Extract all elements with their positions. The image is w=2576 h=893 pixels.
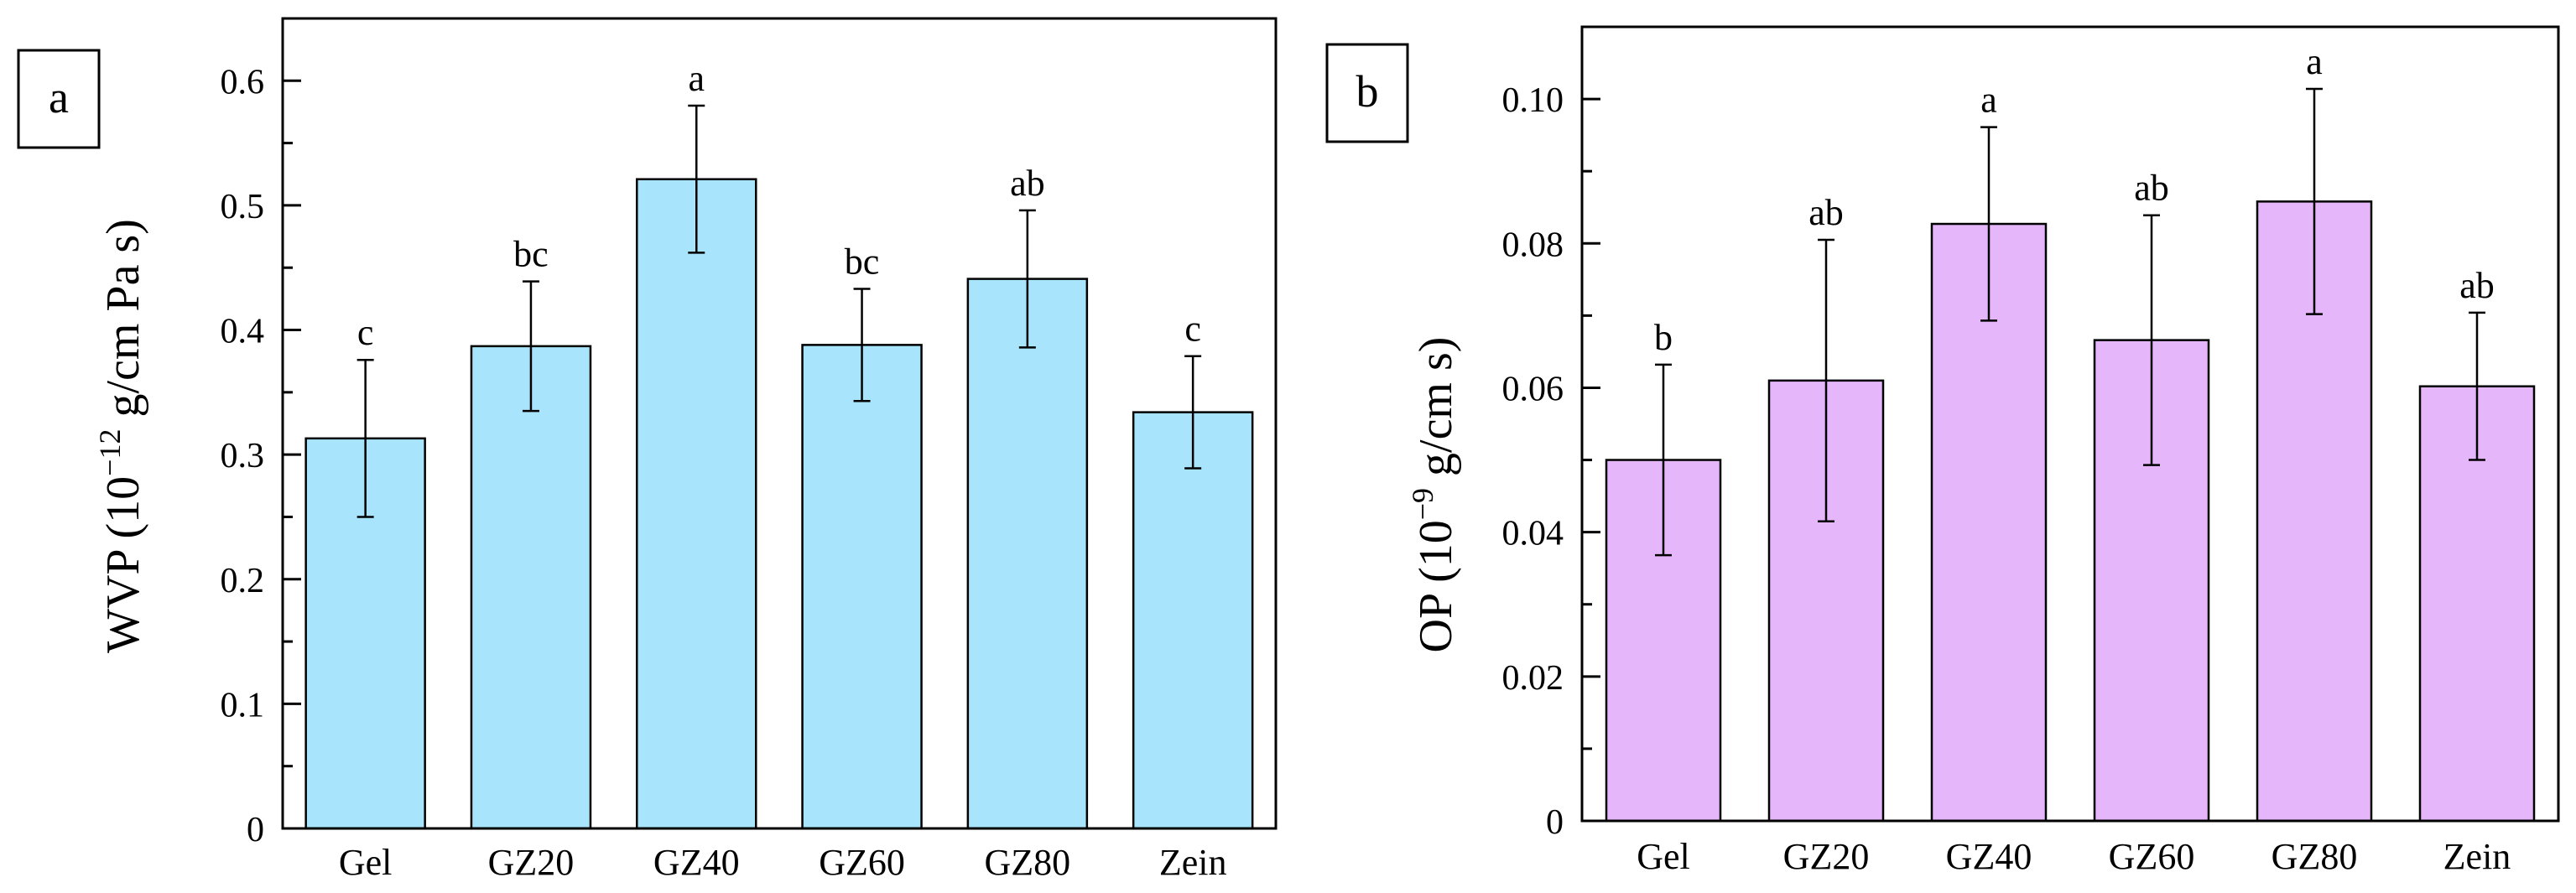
significance-letter: bc [845, 241, 880, 282]
significance-letter: a [2306, 41, 2323, 82]
x-tick-label: GZ60 [2109, 836, 2195, 877]
panel-a-y-ticks: 0 0.1 0.2 0.3 0.4 0.5 0.6 [221, 63, 301, 849]
panel-b-bars: b ab a ab a ab [1605, 41, 2536, 823]
y-tick-label: 0.04 [1502, 515, 1564, 553]
x-tick-label: Gel [1637, 836, 1690, 877]
y-tick-label: 0.6 [221, 63, 265, 101]
y-tick-label: 0.4 [221, 313, 265, 351]
panel-a-plot-frame [281, 17, 1278, 830]
significance-letter: ab [1010, 163, 1045, 204]
x-tick-label: GZ20 [1783, 836, 1870, 877]
significance-letter: ab [2134, 168, 2169, 209]
bar-gz80 [966, 278, 1089, 830]
panel-a-label-box [17, 49, 101, 149]
y-tick-label: 0.2 [221, 562, 265, 600]
y-tick-label: 0.1 [221, 686, 265, 724]
y-tick-label: 0.10 [1502, 81, 1564, 120]
y-tick-label: 0.3 [221, 437, 265, 475]
panel-a-x-tick-labels: Gel GZ20 GZ40 GZ60 GZ80 Zein [339, 842, 1227, 883]
bar-gz40 [636, 178, 757, 830]
bar-gz60 [801, 344, 923, 830]
x-tick-label: GZ80 [2272, 836, 2358, 877]
panel-b-op-chart: b OP (10−9 g/cm s) 0 0.02 0.04 0.06 0.08 0.10… [1325, 25, 2560, 877]
bar-gz40 [1930, 222, 2048, 823]
significance-letter: ab [1808, 192, 1844, 233]
y-tick-label: 0.08 [1502, 226, 1564, 264]
panel-b-label-box [1325, 43, 1409, 143]
x-tick-label: GZ60 [819, 842, 905, 883]
y-tick-label: 0.02 [1502, 659, 1564, 698]
y-tick-label: 0 [247, 811, 264, 849]
x-tick-label: Zein [1159, 842, 1227, 883]
x-tick-label: GZ40 [1946, 836, 2032, 877]
significance-letter: a [1980, 80, 1997, 121]
significance-letter: a [688, 58, 705, 99]
x-tick-label: GZ80 [985, 842, 1071, 883]
y-tick-label: 0.5 [221, 188, 265, 226]
panel-b-label: b [1356, 66, 1379, 117]
y-tick-label: 0.06 [1502, 370, 1564, 408]
x-tick-label: GZ40 [653, 842, 740, 883]
panel-b-y-ticks: 0 0.02 0.04 0.06 0.08 0.10 [1502, 81, 1600, 842]
y-tick-label: 0 [1546, 803, 1564, 842]
x-tick-label: Gel [339, 842, 393, 883]
x-tick-label: GZ20 [488, 842, 575, 883]
panel-a-y-axis-label: WVP (10−12 g/cm Pa s) [93, 219, 149, 653]
panel-b-x-tick-labels: Gel GZ20 GZ40 GZ60 GZ80 Zein [1637, 836, 2511, 877]
panel-b-y-axis-label: OP (10−9 g/cm s) [1406, 337, 1462, 653]
significance-letter: b [1654, 317, 1673, 358]
significance-letter: ab [2459, 265, 2495, 306]
x-tick-label: Zein [2443, 836, 2511, 877]
significance-letter: c [357, 312, 374, 353]
bar-gz80 [2256, 200, 2373, 823]
panel-b-plot-frame [1580, 25, 2560, 823]
panel-a-label: a [49, 72, 69, 122]
panel-a-wvp-chart: a WVP (10−12 g/cm Pa s) 0 0.1 0.2 0.3 0.4 0.5… [17, 17, 1278, 883]
significance-letter: c [1184, 309, 1201, 350]
bar-zein [1132, 411, 1254, 830]
significance-letter: bc [513, 234, 549, 275]
bar-gz20 [470, 345, 592, 830]
